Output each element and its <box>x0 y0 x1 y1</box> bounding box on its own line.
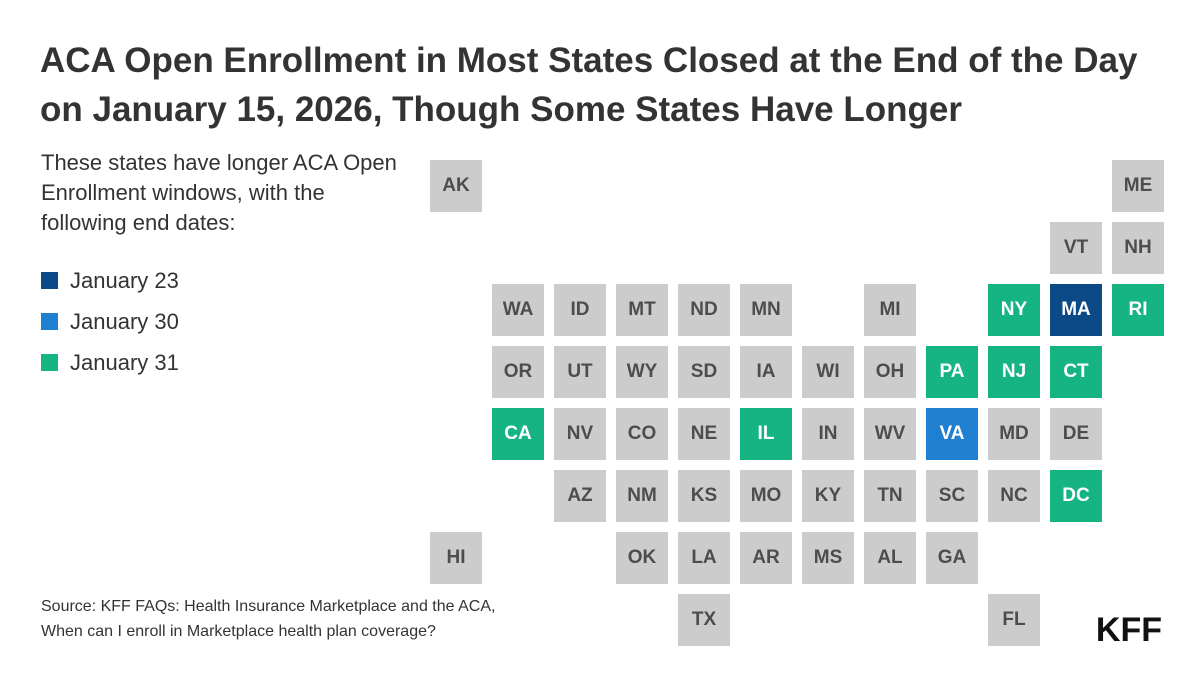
state-tile-hi: HI <box>430 532 482 584</box>
legend-item-january-30: January 30 <box>41 301 179 342</box>
state-tile-mo: MO <box>740 470 792 522</box>
state-tile-id: ID <box>554 284 606 336</box>
state-tile-nh: NH <box>1112 222 1164 274</box>
legend-label: January 31 <box>70 349 179 375</box>
source-note: Source: KFF FAQs: Health Insurance Marke… <box>41 594 601 644</box>
state-tile-ga: GA <box>926 532 978 584</box>
legend-swatch <box>41 272 58 289</box>
state-tile-ri: RI <box>1112 284 1164 336</box>
state-tile-ma: MA <box>1050 284 1102 336</box>
state-tile-dc: DC <box>1050 470 1102 522</box>
source-line-2: When can I enroll in Marketplace health … <box>41 623 436 640</box>
state-tile-vt: VT <box>1050 222 1102 274</box>
state-tile-wa: WA <box>492 284 544 336</box>
state-tile-ky: KY <box>802 470 854 522</box>
state-tile-nc: NC <box>988 470 1040 522</box>
state-tile-wv: WV <box>864 408 916 460</box>
legend-item-january-31: January 31 <box>41 342 179 383</box>
state-tile-tn: TN <box>864 470 916 522</box>
state-tile-ar: AR <box>740 532 792 584</box>
state-tile-va: VA <box>926 408 978 460</box>
state-tile-nv: NV <box>554 408 606 460</box>
state-tile-ne: NE <box>678 408 730 460</box>
state-tile-pa: PA <box>926 346 978 398</box>
state-tile-sc: SC <box>926 470 978 522</box>
state-tile-oh: OH <box>864 346 916 398</box>
state-tile-nm: NM <box>616 470 668 522</box>
chart-subtitle: These states have longer ACA Open Enroll… <box>41 150 397 235</box>
state-tile-md: MD <box>988 408 1040 460</box>
state-tile-wy: WY <box>616 346 668 398</box>
kff-logo: KFF <box>1095 611 1162 649</box>
state-tile-il: IL <box>740 408 792 460</box>
state-tile-ny: NY <box>988 284 1040 336</box>
legend-swatch <box>41 313 58 330</box>
legend-label: January 30 <box>70 308 179 334</box>
state-tile-sd: SD <box>678 346 730 398</box>
state-tile-mn: MN <box>740 284 792 336</box>
chart-title: ACA Open Enrollment in Most States Close… <box>40 41 1138 129</box>
state-tile-nd: ND <box>678 284 730 336</box>
state-tile-ok: OK <box>616 532 668 584</box>
state-tile-nj: NJ <box>988 346 1040 398</box>
state-tile-az: AZ <box>554 470 606 522</box>
state-tile-mt: MT <box>616 284 668 336</box>
state-tile-tx: TX <box>678 594 730 646</box>
legend-label: January 23 <box>70 267 179 293</box>
state-tile-or: OR <box>492 346 544 398</box>
legend: January 23 January 30 January 31 <box>41 260 179 383</box>
state-tile-wi: WI <box>802 346 854 398</box>
state-tile-ak: AK <box>430 160 482 212</box>
source-line-1: Source: KFF FAQs: Health Insurance Marke… <box>41 598 496 615</box>
legend-swatch <box>41 354 58 371</box>
legend-item-january-23: January 23 <box>41 260 179 301</box>
state-tile-in: IN <box>802 408 854 460</box>
state-tile-de: DE <box>1050 408 1102 460</box>
state-tile-la: LA <box>678 532 730 584</box>
state-tile-me: ME <box>1112 160 1164 212</box>
state-tile-co: CO <box>616 408 668 460</box>
state-tile-ca: CA <box>492 408 544 460</box>
state-tile-ct: CT <box>1050 346 1102 398</box>
state-tile-ks: KS <box>678 470 730 522</box>
state-tile-ia: IA <box>740 346 792 398</box>
state-tile-ms: MS <box>802 532 854 584</box>
state-tile-fl: FL <box>988 594 1040 646</box>
state-tile-mi: MI <box>864 284 916 336</box>
state-tile-al: AL <box>864 532 916 584</box>
state-tile-ut: UT <box>554 346 606 398</box>
